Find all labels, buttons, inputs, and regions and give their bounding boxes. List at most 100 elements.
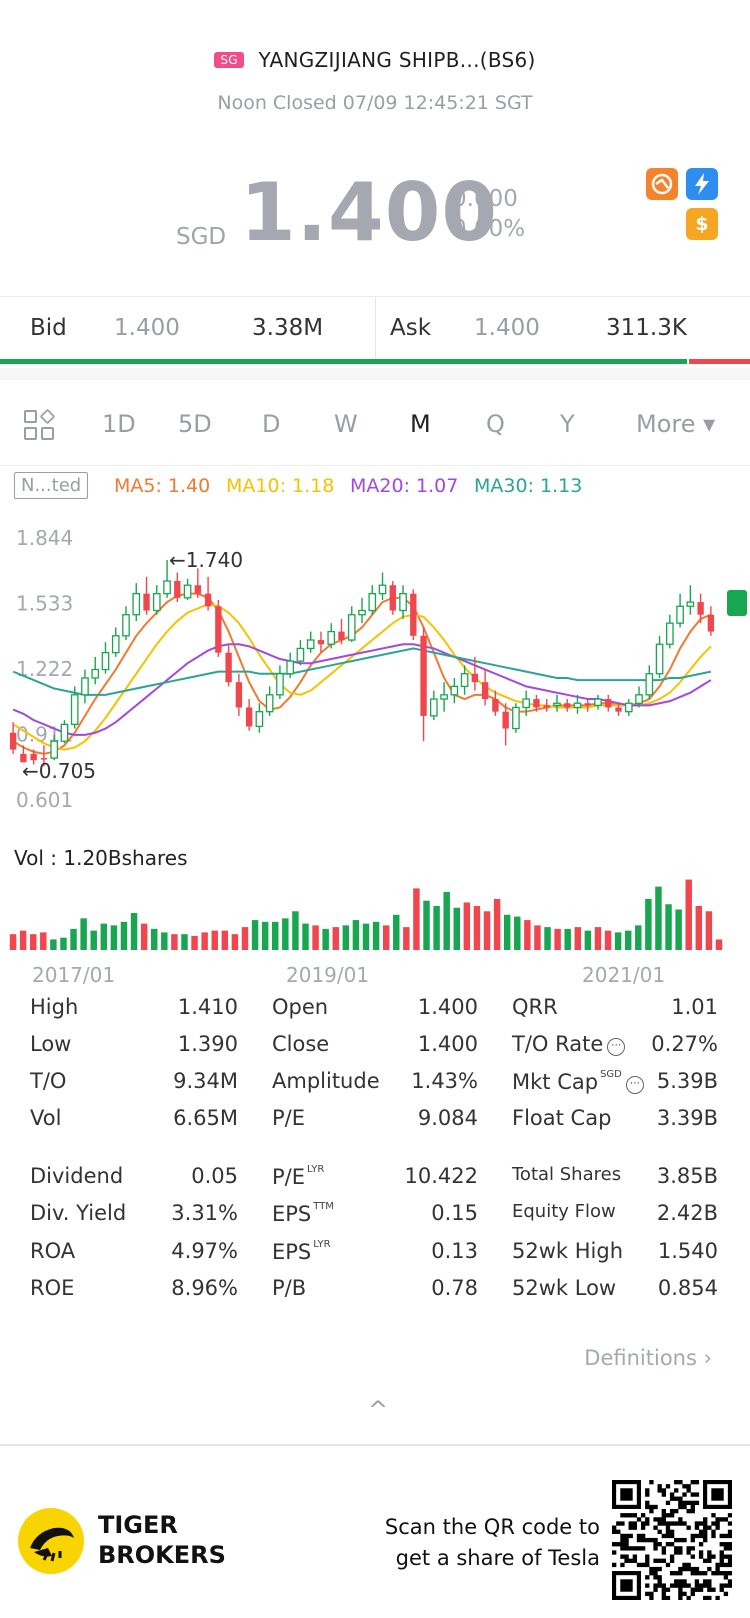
candle-body xyxy=(605,699,612,708)
candle-body xyxy=(50,740,59,759)
candle-body xyxy=(697,602,704,615)
volume-bar xyxy=(161,932,168,950)
volume-bar xyxy=(433,906,440,950)
tab-1d[interactable]: 1D xyxy=(102,410,136,438)
volume-bar xyxy=(554,928,561,950)
stat-value: 6.65M xyxy=(173,1106,238,1130)
x-tick-label: 2019/01 xyxy=(286,963,369,987)
stat-value: 3.85B xyxy=(656,1164,718,1188)
info-icon[interactable]: ⋯ xyxy=(625,1076,644,1094)
stat-label-text: Equity Flow xyxy=(512,1201,616,1222)
candle-body xyxy=(584,703,591,706)
stat-label-col1-2: T/O xyxy=(30,1069,66,1093)
stat-label-text: T/O xyxy=(30,1069,67,1093)
candle-body xyxy=(573,702,582,709)
ma10-label: MA10: 1.18 xyxy=(226,475,335,497)
max-price-marker: ←1.740 xyxy=(169,548,243,572)
ask-price: 1.400 xyxy=(474,315,540,341)
brand-name: TIGER BROKERS xyxy=(98,1510,226,1570)
stat-label-text: Amplitude xyxy=(272,1069,380,1093)
stat-label-col3-5: Equity Flow xyxy=(512,1201,616,1222)
stock-title-row[interactable]: SG YANGZIJIANG SHIPB...(BS6) xyxy=(0,48,750,72)
stat-value: 1.400 xyxy=(417,995,478,1019)
stat-label-col3-1: T/O Rate ⋯ xyxy=(512,1032,626,1056)
volume-bar xyxy=(231,934,239,950)
tab-d[interactable]: D xyxy=(262,410,281,438)
candle-body xyxy=(564,703,571,708)
volume-bar xyxy=(645,898,652,950)
candle-body xyxy=(132,592,141,616)
brand-line-1: TIGER xyxy=(98,1511,178,1539)
stat-value: 0.27% xyxy=(651,1032,718,1056)
candle-body xyxy=(389,585,396,611)
ask-label: Ask xyxy=(390,315,432,341)
kline-chart[interactable]: 1.8441.5331.2220.9110.601←1.740←0.705201… xyxy=(0,530,750,990)
volume-bar xyxy=(715,939,723,950)
volume-bar xyxy=(261,921,269,950)
candle-body xyxy=(30,753,37,761)
tab-y[interactable]: Y xyxy=(560,410,575,438)
last-price: 1.400 xyxy=(240,166,499,259)
tab-q[interactable]: Q xyxy=(486,410,505,438)
stat-label-text: Dividend xyxy=(30,1164,124,1188)
volume-bar xyxy=(493,898,501,950)
stat-label-col2-4: P/E LYR xyxy=(272,1164,324,1189)
candle-body xyxy=(368,592,377,612)
ask-side: Ask 1.400 311.3K xyxy=(376,297,750,361)
tab-m[interactable]: M xyxy=(410,410,431,438)
candle-body xyxy=(420,635,427,716)
stat-label-text: P/E xyxy=(272,1165,306,1189)
stat-value: 1.400 xyxy=(417,1032,478,1056)
market-badge: SG xyxy=(214,52,244,68)
scan-line-2: get a share of Tesla xyxy=(395,1546,600,1570)
volume-bar xyxy=(150,928,158,950)
ma5-label: MA5: 1.40 xyxy=(114,475,211,497)
volume-bar xyxy=(29,934,37,950)
candle-body xyxy=(686,601,695,607)
target-icon[interactable] xyxy=(646,168,678,200)
volume-bar xyxy=(463,902,471,950)
volume-bar xyxy=(9,934,17,950)
candle-body xyxy=(91,668,100,679)
stat-value: 0.854 xyxy=(657,1276,718,1300)
volume-bar xyxy=(574,927,582,950)
stat-label-col3-6: 52wk High xyxy=(512,1239,623,1263)
volume-bar xyxy=(352,920,360,950)
candle-body xyxy=(296,647,305,662)
stat-label-col2-5: EPS TTM xyxy=(272,1201,334,1226)
quote-header: SG YANGZIJIANG SHIPB...(BS6) Noon Closed… xyxy=(0,0,750,296)
candle-body xyxy=(174,580,181,598)
tab-more[interactable]: More ▾ xyxy=(636,410,716,438)
volume-bar xyxy=(453,907,460,950)
volume-bar xyxy=(191,935,198,950)
volume-bar xyxy=(332,927,339,950)
flash-icon[interactable] xyxy=(686,168,718,200)
stat-label-text: Open xyxy=(272,995,329,1019)
period-tabs: 1D 5D D W M Q Y More ▾ xyxy=(0,380,750,466)
stat-value: 0.78 xyxy=(431,1276,478,1300)
tab-5d[interactable]: 5D xyxy=(178,410,212,438)
tab-w[interactable]: W xyxy=(334,410,358,438)
volume-bar xyxy=(413,888,420,950)
stat-value: 3.31% xyxy=(171,1201,238,1225)
stat-superscript: SGD xyxy=(600,1069,622,1080)
volume-bar xyxy=(50,939,57,950)
candle-body xyxy=(306,639,315,650)
volume-bar xyxy=(624,930,632,950)
section-gap xyxy=(0,368,750,380)
candle-body xyxy=(707,614,715,632)
dollar-icon[interactable]: $ xyxy=(686,208,718,240)
stat-superscript: TTM xyxy=(313,1201,334,1212)
candle-body xyxy=(286,660,295,675)
volume-bar xyxy=(19,930,27,950)
layout-grid-icon[interactable] xyxy=(24,408,56,442)
indicator-select-button[interactable]: N...ted xyxy=(14,472,89,499)
definitions-link[interactable]: Definitions › xyxy=(584,1346,712,1370)
volume-bar xyxy=(292,911,299,950)
info-icon[interactable]: ⋯ xyxy=(607,1038,626,1056)
candle-body xyxy=(410,593,417,636)
volume-bar xyxy=(705,911,713,950)
candle-body xyxy=(594,698,602,707)
candle-body xyxy=(194,585,202,594)
collapse-chevron-icon[interactable]: ^ xyxy=(368,1396,389,1424)
